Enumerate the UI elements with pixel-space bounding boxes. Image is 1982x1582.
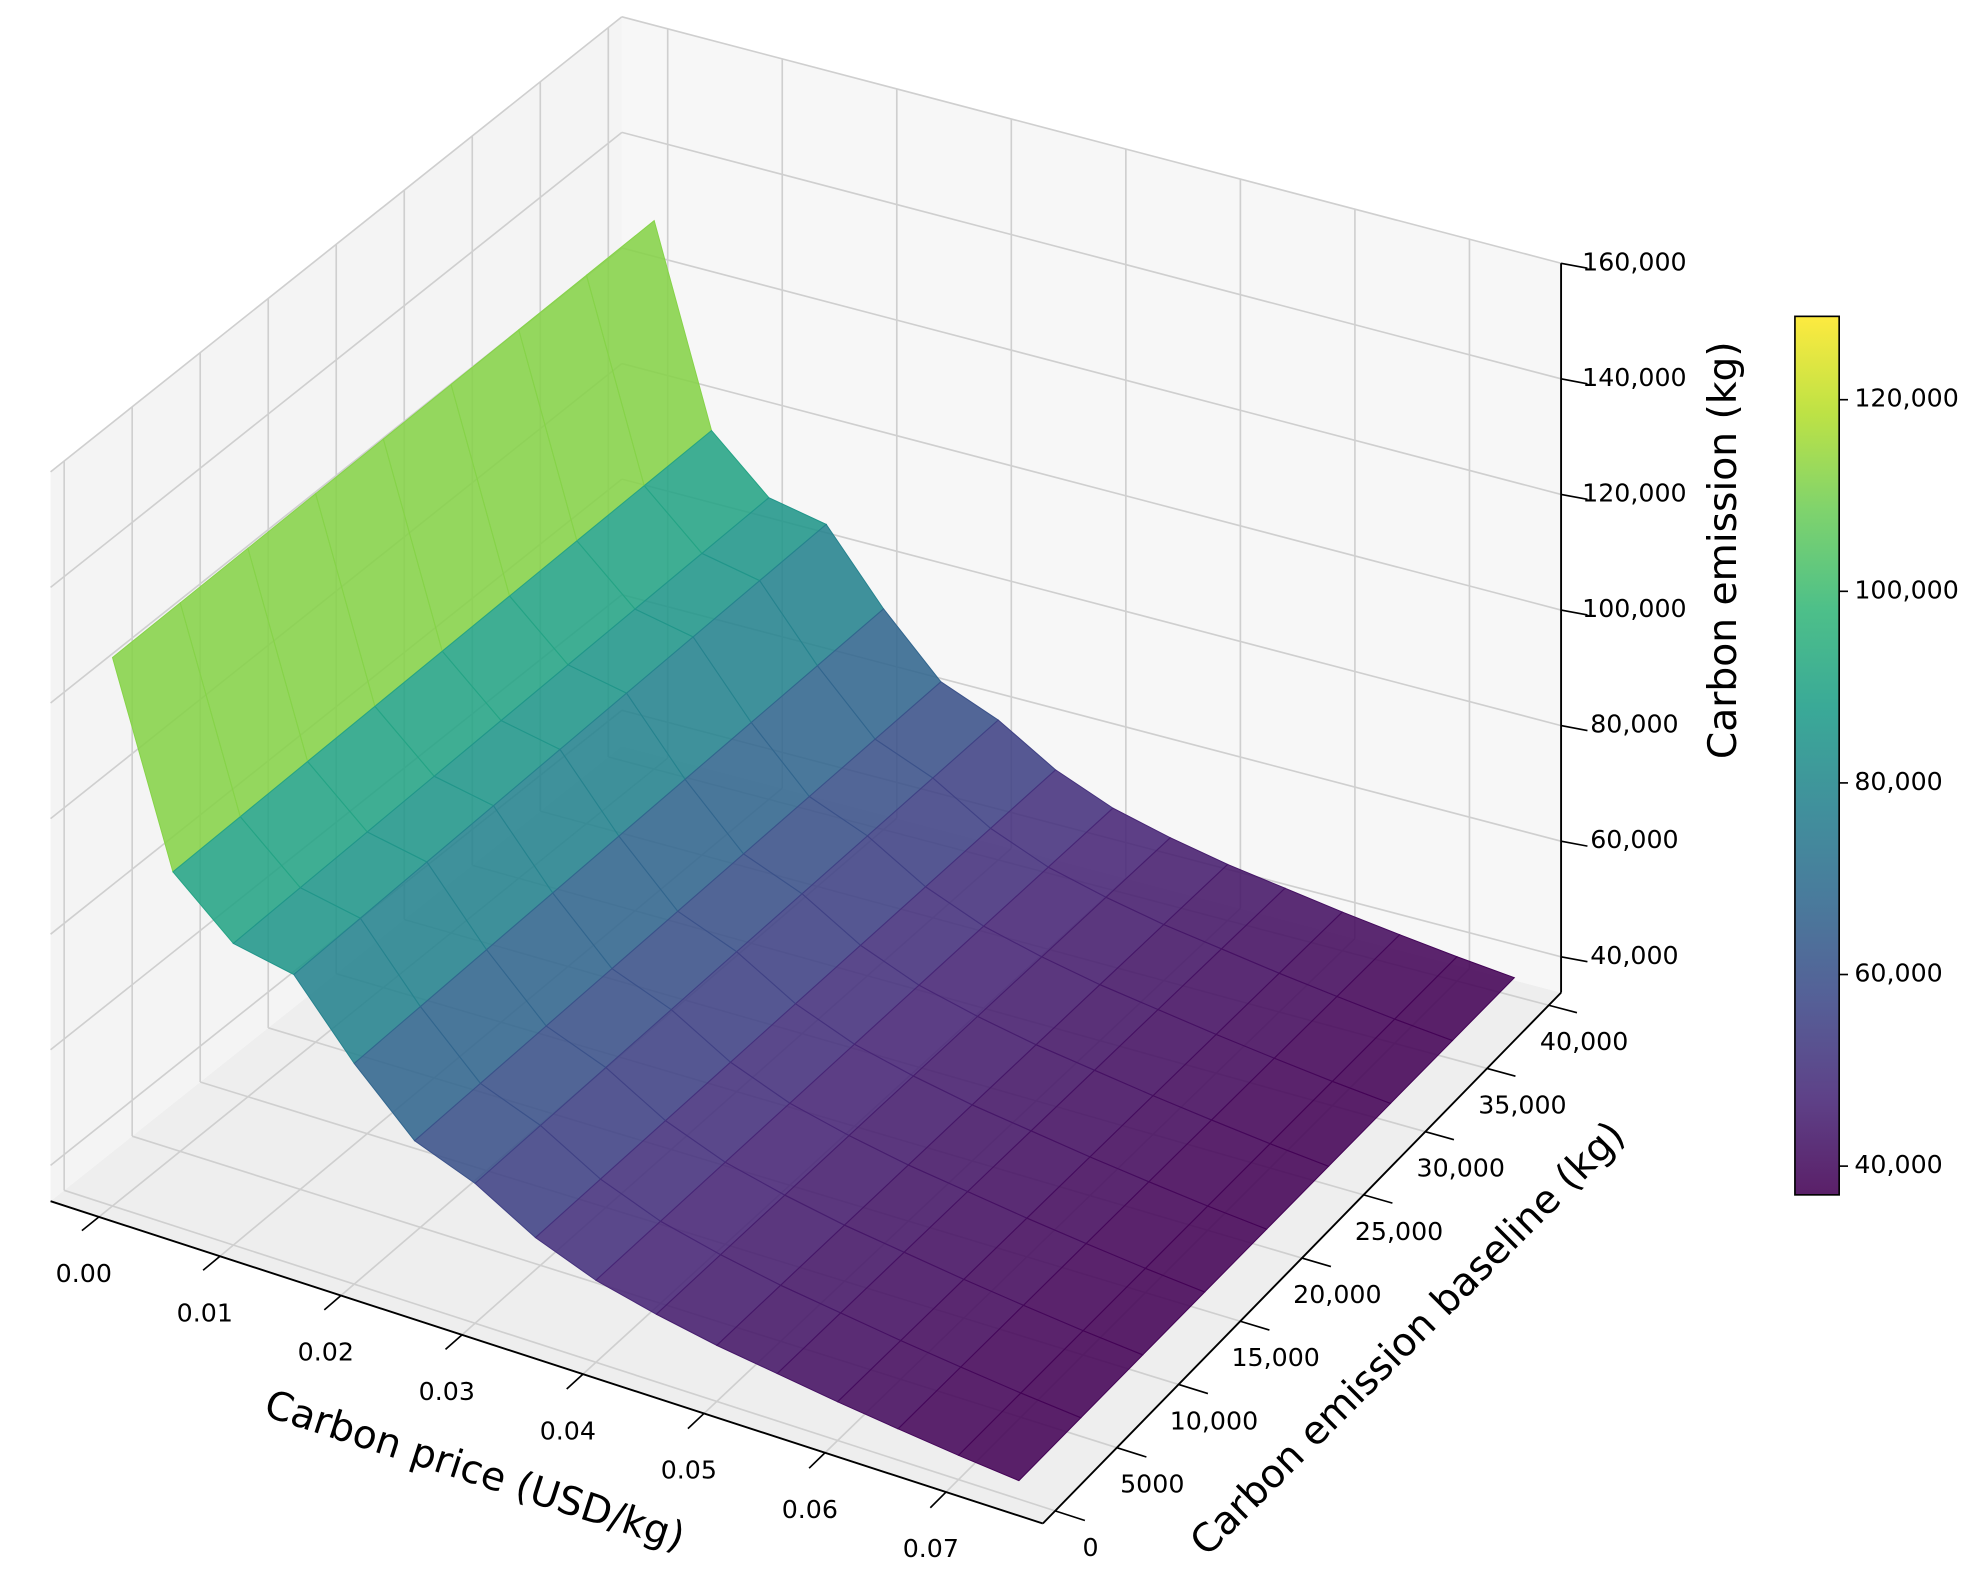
axes: 0.00 0.01 0.02 0.03 0.04 0.05 0.06 0.07 0 5000 10,… (50, 247, 1687, 1563)
y-tick-label: 0 (1083, 1533, 1099, 1562)
x-axis-line (50, 1200, 1044, 1525)
colorbar-tick-label: 60,000 (1854, 959, 1942, 988)
y-tick (1548, 1004, 1578, 1014)
y-tick-label: 35,000 (1478, 1090, 1566, 1119)
grid-line (621, 362, 1562, 611)
y-tick-label: 20,000 (1293, 1280, 1381, 1309)
z-tick (1560, 493, 1588, 501)
y-tick (1301, 1257, 1332, 1268)
x-axis-label: Carbon price (USD/kg) (259, 1382, 690, 1560)
y-tick (1486, 1067, 1516, 1077)
x-tick (687, 1412, 705, 1430)
x-tick (202, 1255, 221, 1271)
x-tick (929, 1491, 947, 1509)
z-tick (1560, 724, 1588, 732)
colorbar-gradient (1794, 315, 1840, 1196)
x-tick-label: 0.06 (782, 1495, 838, 1524)
x-tick (81, 1216, 100, 1232)
x-tick (444, 1334, 463, 1351)
y-tick (1240, 1320, 1270, 1331)
colorbar-tick-label: 120,000 (1854, 384, 1958, 413)
surface-face (957, 1392, 1082, 1482)
z-tick-label: 120,000 (1582, 478, 1686, 507)
x-tick (566, 1373, 584, 1390)
x-tick-label: 0.07 (903, 1534, 959, 1563)
y-tick-label: 5000 (1120, 1470, 1184, 1499)
z-tick (1560, 840, 1588, 847)
x-tick (323, 1294, 342, 1311)
grid-line (50, 16, 623, 473)
y-tick-label: 40,000 (1540, 1027, 1628, 1056)
z-tick (1560, 262, 1588, 270)
y-tick-label: 15,000 (1231, 1343, 1319, 1372)
z-tick-label: 60,000 (1590, 825, 1678, 854)
x-tick-label: 0.00 (56, 1259, 112, 1288)
grid-line (63, 1189, 1056, 1512)
y-tick-label: 10,000 (1170, 1406, 1258, 1435)
colorbar: 40,000 60,000 80,000 100,000 120,000 (1794, 315, 1959, 1196)
y-tick (1116, 1446, 1147, 1458)
grid-line (621, 131, 1562, 380)
z-tick (1560, 378, 1588, 385)
y-tick (1425, 1130, 1455, 1141)
y-axis-line (1042, 991, 1562, 1525)
z-tick (1560, 609, 1588, 616)
y-tick (1054, 1510, 1086, 1522)
y-tick-label: 30,000 (1417, 1154, 1505, 1183)
y-tick-label: 25,000 (1355, 1217, 1443, 1246)
surface (111, 219, 1516, 1482)
grid-line (621, 247, 1562, 496)
y-tick (1363, 1194, 1393, 1204)
z-tick-label: 100,000 (1582, 594, 1686, 623)
x-tick-label: 0.01 (177, 1298, 233, 1327)
z-tick-label: 160,000 (1582, 247, 1686, 276)
colorbar-tick-label: 40,000 (1854, 1150, 1942, 1179)
x-tick-label: 0.02 (298, 1338, 354, 1367)
x-tick-label: 0.05 (661, 1456, 717, 1485)
x-tick-label: 0.04 (540, 1416, 596, 1445)
grid-line (621, 15, 1562, 265)
y-tick (1178, 1383, 1209, 1395)
z-tick-label: 40,000 (1590, 941, 1678, 970)
colorbar-tick-label: 80,000 (1854, 767, 1942, 796)
grid-line (50, 131, 623, 589)
x-tick-label: 0.03 (419, 1377, 475, 1406)
colorbar-tick-label: 100,000 (1854, 575, 1958, 604)
z-tick-label: 80,000 (1590, 710, 1678, 739)
z-tick (1560, 955, 1588, 963)
z-axis-label: Carbon emission (kg) (1701, 341, 1746, 759)
z-tick-label: 140,000 (1582, 363, 1686, 392)
x-tick (808, 1452, 826, 1469)
